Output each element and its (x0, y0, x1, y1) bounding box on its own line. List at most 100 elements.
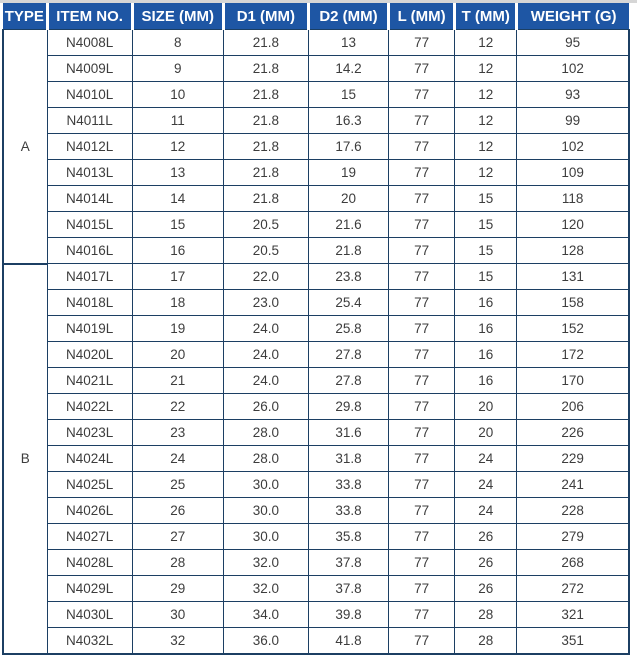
cell-weight-g: 99 (516, 107, 631, 134)
cell-size-mm: 23 (131, 419, 224, 446)
cell-l-mm: 77 (388, 497, 456, 524)
cell-d1-mm: 30.0 (222, 497, 309, 524)
cell-d2-mm: 37.8 (307, 549, 390, 576)
cell-d1-mm: 24.0 (222, 367, 309, 394)
spec-table-body: A N4008L 8 21.8 13 77 12 95 N4009L 9 21.8 14.2 77 12 1… (1, 29, 631, 655)
cell-item-no: N4016L (46, 237, 133, 264)
cell-d2-mm: 15 (307, 81, 390, 108)
table-row: N4029L 29 32.0 37.8 77 26 272 (3, 575, 631, 602)
cell-t-mm: 15 (454, 237, 518, 264)
table-row: N4030L 30 34.0 39.8 77 28 321 (3, 601, 631, 628)
cell-d1-mm: 32.0 (222, 549, 309, 576)
cell-item-no: N4029L (46, 575, 133, 602)
cell-weight-g: 102 (516, 55, 631, 82)
cell-item-no: N4030L (46, 601, 133, 628)
table-row: N4025L 25 30.0 33.8 77 24 241 (3, 471, 631, 498)
cell-t-mm: 16 (454, 315, 518, 342)
cell-d2-mm: 21.6 (307, 211, 390, 238)
cell-weight-g: 228 (516, 497, 631, 524)
cell-t-mm: 24 (454, 471, 518, 498)
spec-table-container: TYPE ITEM NO. SIZE (MM) D1 (MM) D2 (MM) … (1, 3, 631, 655)
cell-size-mm: 28 (131, 549, 224, 576)
cell-d2-mm: 33.8 (307, 471, 390, 498)
cell-l-mm: 77 (388, 341, 456, 368)
cell-weight-g: 131 (516, 263, 631, 290)
cell-weight-g: 226 (516, 419, 631, 446)
cell-d1-mm: 21.8 (222, 107, 309, 134)
cell-t-mm: 16 (454, 367, 518, 394)
cell-l-mm: 77 (388, 237, 456, 264)
table-row: N4018L 18 23.0 25.4 77 16 158 (3, 289, 631, 316)
cell-l-mm: 77 (388, 185, 456, 212)
cell-d2-mm: 25.4 (307, 289, 390, 316)
cell-d1-mm: 30.0 (222, 523, 309, 550)
cell-weight-g: 102 (516, 133, 631, 160)
cell-d1-mm: 23.0 (222, 289, 309, 316)
cell-l-mm: 77 (388, 393, 456, 420)
cell-size-mm: 17 (131, 263, 224, 290)
cell-t-mm: 12 (454, 107, 518, 134)
table-row: N4012L 12 21.8 17.6 77 12 102 (3, 133, 631, 160)
cell-l-mm: 77 (388, 107, 456, 134)
cell-size-mm: 16 (131, 237, 224, 264)
table-row: N4015L 15 20.5 21.6 77 15 120 (3, 211, 631, 238)
cell-size-mm: 14 (131, 185, 224, 212)
header-row: TYPE ITEM NO. SIZE (MM) D1 (MM) D2 (MM) … (3, 3, 629, 30)
cell-item-no: N4013L (46, 159, 133, 186)
cell-d1-mm: 21.8 (222, 55, 309, 82)
table-row: N4024L 24 28.0 31.8 77 24 229 (3, 445, 631, 472)
col-header-size-mm: SIZE (MM) (132, 3, 225, 30)
cell-size-mm: 30 (131, 601, 224, 628)
cell-d2-mm: 25.8 (307, 315, 390, 342)
cell-d1-mm: 21.8 (222, 81, 309, 108)
cell-item-no: N4022L (46, 393, 133, 420)
cell-size-mm: 22 (131, 393, 224, 420)
cell-size-mm: 29 (131, 575, 224, 602)
cell-l-mm: 77 (388, 523, 456, 550)
cell-weight-g: 241 (516, 471, 631, 498)
cell-t-mm: 26 (454, 575, 518, 602)
cell-item-no: N4021L (46, 367, 133, 394)
cell-d1-mm: 20.5 (222, 211, 309, 238)
cell-size-mm: 26 (131, 497, 224, 524)
cell-l-mm: 77 (388, 289, 456, 316)
table-row: N4010L 10 21.8 15 77 12 93 (3, 81, 631, 108)
cell-d2-mm: 35.8 (307, 523, 390, 550)
cell-l-mm: 77 (388, 81, 456, 108)
table-row: A N4008L 8 21.8 13 77 12 95 (1, 29, 631, 265)
cell-l-mm: 77 (388, 263, 456, 290)
cell-weight-g: 268 (516, 549, 631, 576)
cell-weight-g: 272 (516, 575, 631, 602)
cell-d2-mm: 17.6 (307, 133, 390, 160)
cell-size-mm: 19 (131, 315, 224, 342)
cell-l-mm: 77 (388, 445, 456, 472)
cell-d1-mm: 21.8 (222, 133, 309, 160)
cell-weight-g: 95 (516, 29, 631, 56)
col-header-type: TYPE (3, 3, 49, 30)
cell-l-mm: 77 (388, 55, 456, 82)
cell-weight-g: 128 (516, 237, 631, 264)
cell-size-mm: 10 (131, 81, 224, 108)
cell-weight-g: 109 (516, 159, 631, 186)
type-cell-b: B (1, 263, 48, 655)
table-row: N4027L 27 30.0 35.8 77 26 279 (3, 523, 631, 550)
cell-d1-mm: 20.5 (222, 237, 309, 264)
cell-t-mm: 15 (454, 263, 518, 290)
cell-t-mm: 12 (454, 159, 518, 186)
cell-weight-g: 351 (516, 627, 631, 655)
col-header-l-mm: L (MM) (388, 3, 457, 30)
cell-item-no: N4026L (46, 497, 133, 524)
cell-item-no: N4015L (46, 211, 133, 238)
cell-weight-g: 229 (516, 445, 631, 472)
table-row: N4013L 13 21.8 19 77 12 109 (3, 159, 631, 186)
cell-t-mm: 24 (454, 497, 518, 524)
cell-size-mm: 15 (131, 211, 224, 238)
table-row: N4016L 16 20.5 21.8 77 15 128 (3, 237, 631, 264)
cell-t-mm: 16 (454, 289, 518, 316)
cell-l-mm: 77 (388, 159, 456, 186)
cell-l-mm: 77 (388, 419, 456, 446)
cell-size-mm: 32 (131, 627, 224, 655)
cell-weight-g: 206 (516, 393, 631, 420)
cell-t-mm: 15 (454, 185, 518, 212)
cell-item-no: N4017L (46, 263, 133, 290)
